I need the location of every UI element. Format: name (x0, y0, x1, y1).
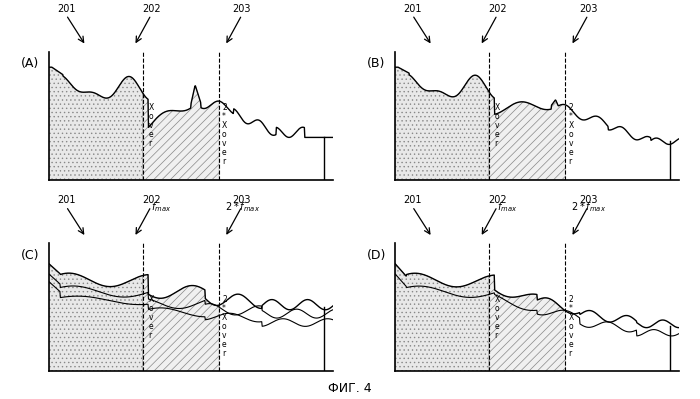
Text: 202: 202 (142, 196, 160, 205)
Text: ФИГ. 4: ФИГ. 4 (328, 382, 372, 395)
Text: X
o
v
e
r: X o v e r (148, 103, 153, 148)
Text: (A): (A) (20, 57, 39, 70)
Text: $f_{max}$: $f_{max}$ (151, 201, 172, 214)
Text: 2
*
X
o
v
e
r: 2 * X o v e r (222, 295, 228, 358)
Text: $2*f_{max}$: $2*f_{max}$ (225, 201, 260, 214)
Text: (C): (C) (20, 249, 39, 262)
Text: X
o
v
e
r: X o v e r (494, 103, 500, 148)
Text: (B): (B) (367, 57, 385, 70)
Text: 201: 201 (57, 4, 76, 14)
Text: X
o
v
e
r: X o v e r (494, 295, 500, 340)
Text: 201: 201 (57, 196, 76, 205)
Text: 2
*
X
o
v
e
r: 2 * X o v e r (568, 295, 573, 358)
Text: $2*f_{max}$: $2*f_{max}$ (571, 201, 606, 214)
Text: 203: 203 (579, 4, 597, 14)
Text: 202: 202 (488, 4, 507, 14)
Text: 203: 203 (232, 196, 251, 205)
Text: 202: 202 (488, 196, 507, 205)
Text: 203: 203 (232, 4, 251, 14)
Text: 202: 202 (142, 4, 160, 14)
Text: X
o
v
e
r: X o v e r (148, 295, 153, 340)
Text: (D): (D) (367, 249, 386, 262)
Text: 201: 201 (403, 4, 421, 14)
Text: 201: 201 (403, 196, 421, 205)
Text: 2
*
X
o
v
e
r: 2 * X o v e r (568, 103, 573, 166)
Text: 203: 203 (579, 196, 597, 205)
Text: 2
*
X
o
v
e
r: 2 * X o v e r (222, 103, 228, 166)
Text: $f_{max}$: $f_{max}$ (498, 201, 518, 214)
